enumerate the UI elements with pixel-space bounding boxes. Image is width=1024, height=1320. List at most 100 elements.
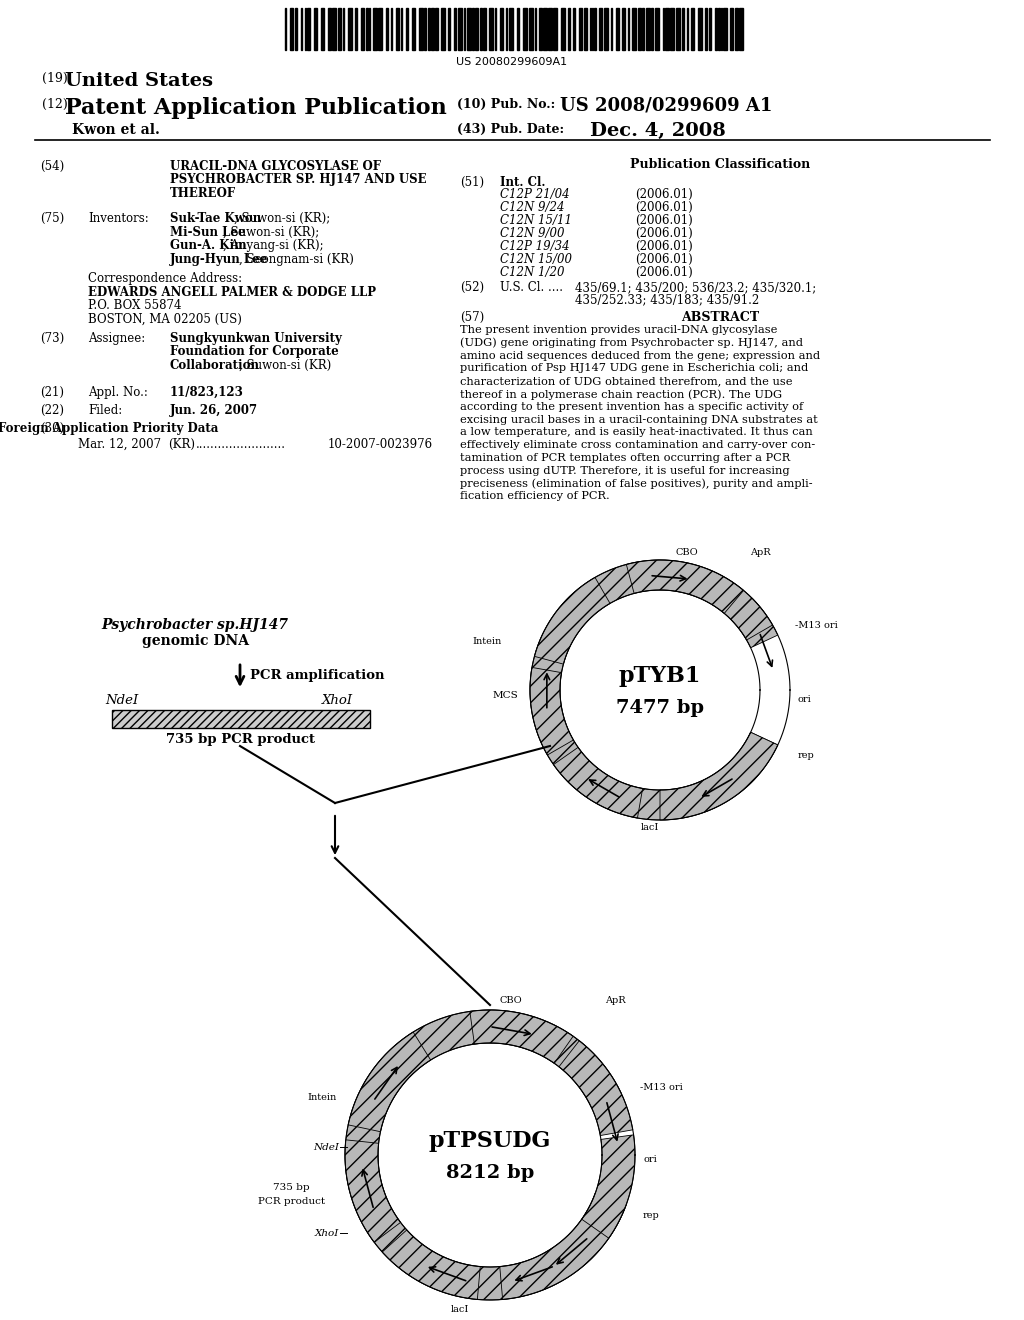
- Bar: [424, 8, 426, 50]
- Text: (51): (51): [460, 176, 484, 189]
- Text: ori: ori: [643, 1155, 656, 1164]
- Bar: [579, 8, 582, 50]
- Text: , Anyang-si (KR);: , Anyang-si (KR);: [223, 239, 324, 252]
- Text: ApR: ApR: [605, 997, 626, 1005]
- Text: Correspondence Address:: Correspondence Address:: [88, 272, 242, 285]
- Bar: [735, 8, 738, 50]
- Bar: [290, 8, 293, 50]
- Text: pTYB1: pTYB1: [618, 665, 701, 686]
- Text: lacI: lacI: [451, 1305, 469, 1313]
- Text: The present invention provides uracil-DNA glycosylase: The present invention provides uracil-DN…: [460, 325, 777, 335]
- Bar: [670, 8, 674, 50]
- Text: process using dUTP. Therefore, it is useful for increasing: process using dUTP. Therefore, it is use…: [460, 466, 790, 475]
- Text: Psychrobacter sp.HJ147: Psychrobacter sp.HJ147: [101, 618, 289, 632]
- Text: genomic DNA: genomic DNA: [141, 634, 249, 648]
- Text: PSYCHROBACTER SP. HJ147 AND USE: PSYCHROBACTER SP. HJ147 AND USE: [170, 173, 427, 186]
- Text: PCR amplification: PCR amplification: [250, 668, 384, 681]
- Bar: [295, 8, 297, 50]
- Bar: [573, 8, 575, 50]
- Text: effectively eliminate cross contamination and carry-over con-: effectively eliminate cross contaminatio…: [460, 440, 815, 450]
- Text: 735 bp: 735 bp: [273, 1183, 310, 1192]
- Text: (43) Pub. Date:: (43) Pub. Date:: [457, 123, 564, 136]
- Bar: [548, 8, 552, 50]
- Bar: [698, 8, 702, 50]
- Text: 8212 bp: 8212 bp: [445, 1164, 535, 1181]
- Text: pTPSUDG: pTPSUDG: [429, 1130, 551, 1152]
- Text: Jung-Hyun Lee: Jung-Hyun Lee: [170, 252, 268, 265]
- Polygon shape: [582, 1135, 635, 1238]
- Bar: [332, 8, 336, 50]
- Bar: [112, 710, 370, 729]
- Bar: [529, 8, 534, 50]
- Text: XhoI: XhoI: [314, 1229, 339, 1238]
- Bar: [431, 8, 434, 50]
- Text: (2006.01): (2006.01): [635, 240, 693, 253]
- Bar: [709, 8, 711, 50]
- Bar: [361, 8, 364, 50]
- Text: purification of Psp HJ147 UDG gene in Escherichia coli; and: purification of Psp HJ147 UDG gene in Es…: [460, 363, 808, 374]
- Text: thereof in a polymerase chain reaction (PCR). The UDG: thereof in a polymerase chain reaction (…: [460, 389, 782, 400]
- Text: , Seongnam-si (KR): , Seongnam-si (KR): [239, 252, 353, 265]
- Text: United States: United States: [65, 73, 213, 90]
- Text: 10-2007-0023976: 10-2007-0023976: [328, 437, 433, 450]
- Bar: [642, 8, 644, 50]
- Bar: [480, 8, 482, 50]
- Bar: [622, 8, 625, 50]
- Text: (54): (54): [40, 160, 65, 173]
- Bar: [543, 8, 547, 50]
- Text: (2006.01): (2006.01): [635, 267, 693, 279]
- Polygon shape: [530, 668, 573, 755]
- Text: NdeI: NdeI: [313, 1143, 339, 1151]
- Text: NdeI: NdeI: [105, 693, 138, 706]
- Polygon shape: [500, 1193, 627, 1299]
- Text: 735 bp PCR product: 735 bp PCR product: [167, 733, 315, 746]
- Text: THEREOF: THEREOF: [170, 187, 237, 201]
- Bar: [314, 8, 317, 50]
- Bar: [561, 8, 565, 50]
- Text: ........................: ........................: [196, 437, 286, 450]
- Bar: [435, 8, 438, 50]
- Text: C12N 9/24: C12N 9/24: [500, 201, 564, 214]
- Text: -M13 ori: -M13 ori: [640, 1082, 683, 1092]
- Text: (57): (57): [460, 312, 484, 323]
- Text: Intein: Intein: [473, 638, 502, 647]
- Bar: [632, 8, 636, 50]
- Text: rep: rep: [643, 1210, 659, 1220]
- Text: Int. Cl.: Int. Cl.: [500, 176, 546, 189]
- Bar: [378, 8, 382, 50]
- Text: amino acid sequences deduced from the gene; expression and: amino acid sequences deduced from the ge…: [460, 351, 820, 360]
- Text: Foreign Application Priority Data: Foreign Application Priority Data: [0, 422, 218, 436]
- Bar: [604, 8, 608, 50]
- Text: Assignee:: Assignee:: [88, 333, 145, 345]
- Polygon shape: [554, 747, 643, 818]
- Bar: [730, 8, 733, 50]
- Bar: [428, 8, 430, 50]
- Bar: [568, 8, 570, 50]
- Text: Mi-Sun Lee: Mi-Sun Lee: [170, 226, 246, 239]
- Bar: [454, 8, 456, 50]
- Bar: [406, 8, 408, 50]
- Bar: [366, 8, 368, 50]
- Polygon shape: [535, 577, 610, 664]
- Bar: [441, 8, 445, 50]
- Text: Filed:: Filed:: [88, 404, 122, 417]
- Text: U.S. Cl. ....: U.S. Cl. ....: [500, 281, 563, 294]
- Bar: [584, 8, 587, 50]
- Text: Appl. No.:: Appl. No.:: [88, 385, 147, 399]
- Text: 11/823,123: 11/823,123: [170, 385, 244, 399]
- Text: (2006.01): (2006.01): [635, 253, 693, 267]
- Text: (73): (73): [40, 333, 65, 345]
- Text: C12N 9/00: C12N 9/00: [500, 227, 564, 240]
- Bar: [373, 8, 377, 50]
- Text: C12P 19/34: C12P 19/34: [500, 240, 569, 253]
- Bar: [328, 8, 331, 50]
- Text: XhoI: XhoI: [322, 693, 353, 706]
- Bar: [509, 8, 513, 50]
- Text: , Suwon-si (KR);: , Suwon-si (KR);: [223, 226, 319, 239]
- Text: 7477 bp: 7477 bp: [616, 700, 705, 717]
- Text: -M13 ori: -M13 ori: [795, 620, 838, 630]
- Text: , Suwon-si (KR);: , Suwon-si (KR);: [233, 213, 330, 224]
- Text: according to the present invention has a specific activity of: according to the present invention has a…: [460, 401, 803, 412]
- Text: BOSTON, MA 02205 (US): BOSTON, MA 02205 (US): [88, 313, 242, 326]
- Polygon shape: [345, 1010, 627, 1300]
